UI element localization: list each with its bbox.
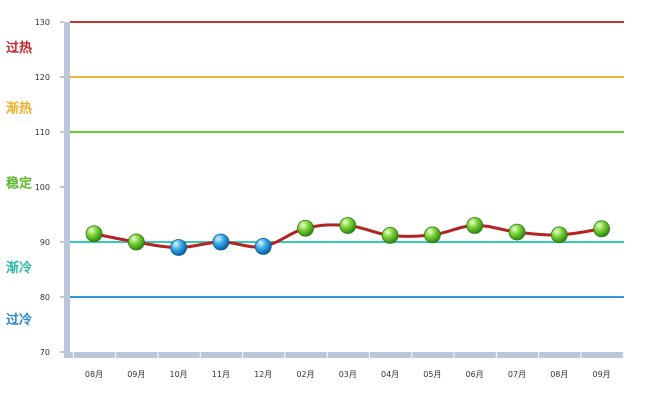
threshold-lines — [70, 21, 624, 298]
y-tick-label: 130 — [35, 18, 50, 27]
zone-label: 过冷 — [6, 312, 32, 328]
data-point — [212, 233, 230, 251]
data-point — [339, 217, 357, 234]
data-point — [170, 239, 188, 256]
y-axis-band — [64, 22, 70, 352]
y-tick-label: 120 — [35, 73, 50, 82]
data-point — [297, 219, 314, 237]
series-layer — [85, 217, 610, 256]
data-point — [254, 237, 272, 255]
y-tick-label: 90 — [40, 238, 50, 247]
zone-label: 渐热 — [6, 100, 32, 116]
zone-label: 稳定 — [6, 176, 32, 192]
x-tick-label: 02月 — [296, 370, 314, 379]
y-tick-label: 80 — [40, 293, 50, 302]
x-tick-label: 06月 — [466, 370, 484, 379]
x-tick-label: 05月 — [423, 370, 441, 379]
data-point — [593, 220, 610, 238]
y-tick-label: 70 — [40, 348, 50, 357]
x-tick-label: 04月 — [381, 370, 399, 379]
data-point — [127, 233, 145, 251]
data-point — [423, 226, 441, 244]
x-axis-band — [64, 352, 624, 358]
data-point — [508, 223, 526, 241]
x-tick-label: 11月 — [212, 370, 230, 379]
x-tick-label: 07月 — [508, 370, 526, 379]
y-tick-label: 110 — [35, 128, 50, 137]
x-tick-label: 03月 — [339, 370, 357, 379]
x-tick-label: 09月 — [593, 370, 611, 379]
data-point — [550, 226, 568, 244]
axes: 70 80 90 100 110 120 130 08月 09月 10月 11月 12月 02月 03月 0… — [35, 18, 624, 379]
x-tick-label: 12月 — [254, 370, 272, 379]
data-point — [85, 225, 103, 243]
x-tick-label: 09月 — [127, 370, 145, 379]
x-tick-label: 10月 — [170, 370, 188, 379]
x-tick-label: 08月 — [85, 370, 103, 379]
data-point — [466, 217, 484, 234]
x-tick-label: 08月 — [550, 370, 568, 379]
zone-label: 渐冷 — [6, 260, 32, 276]
zone-label: 过热 — [6, 40, 32, 56]
y-tick-label: 100 — [35, 183, 50, 192]
data-point — [381, 226, 399, 244]
